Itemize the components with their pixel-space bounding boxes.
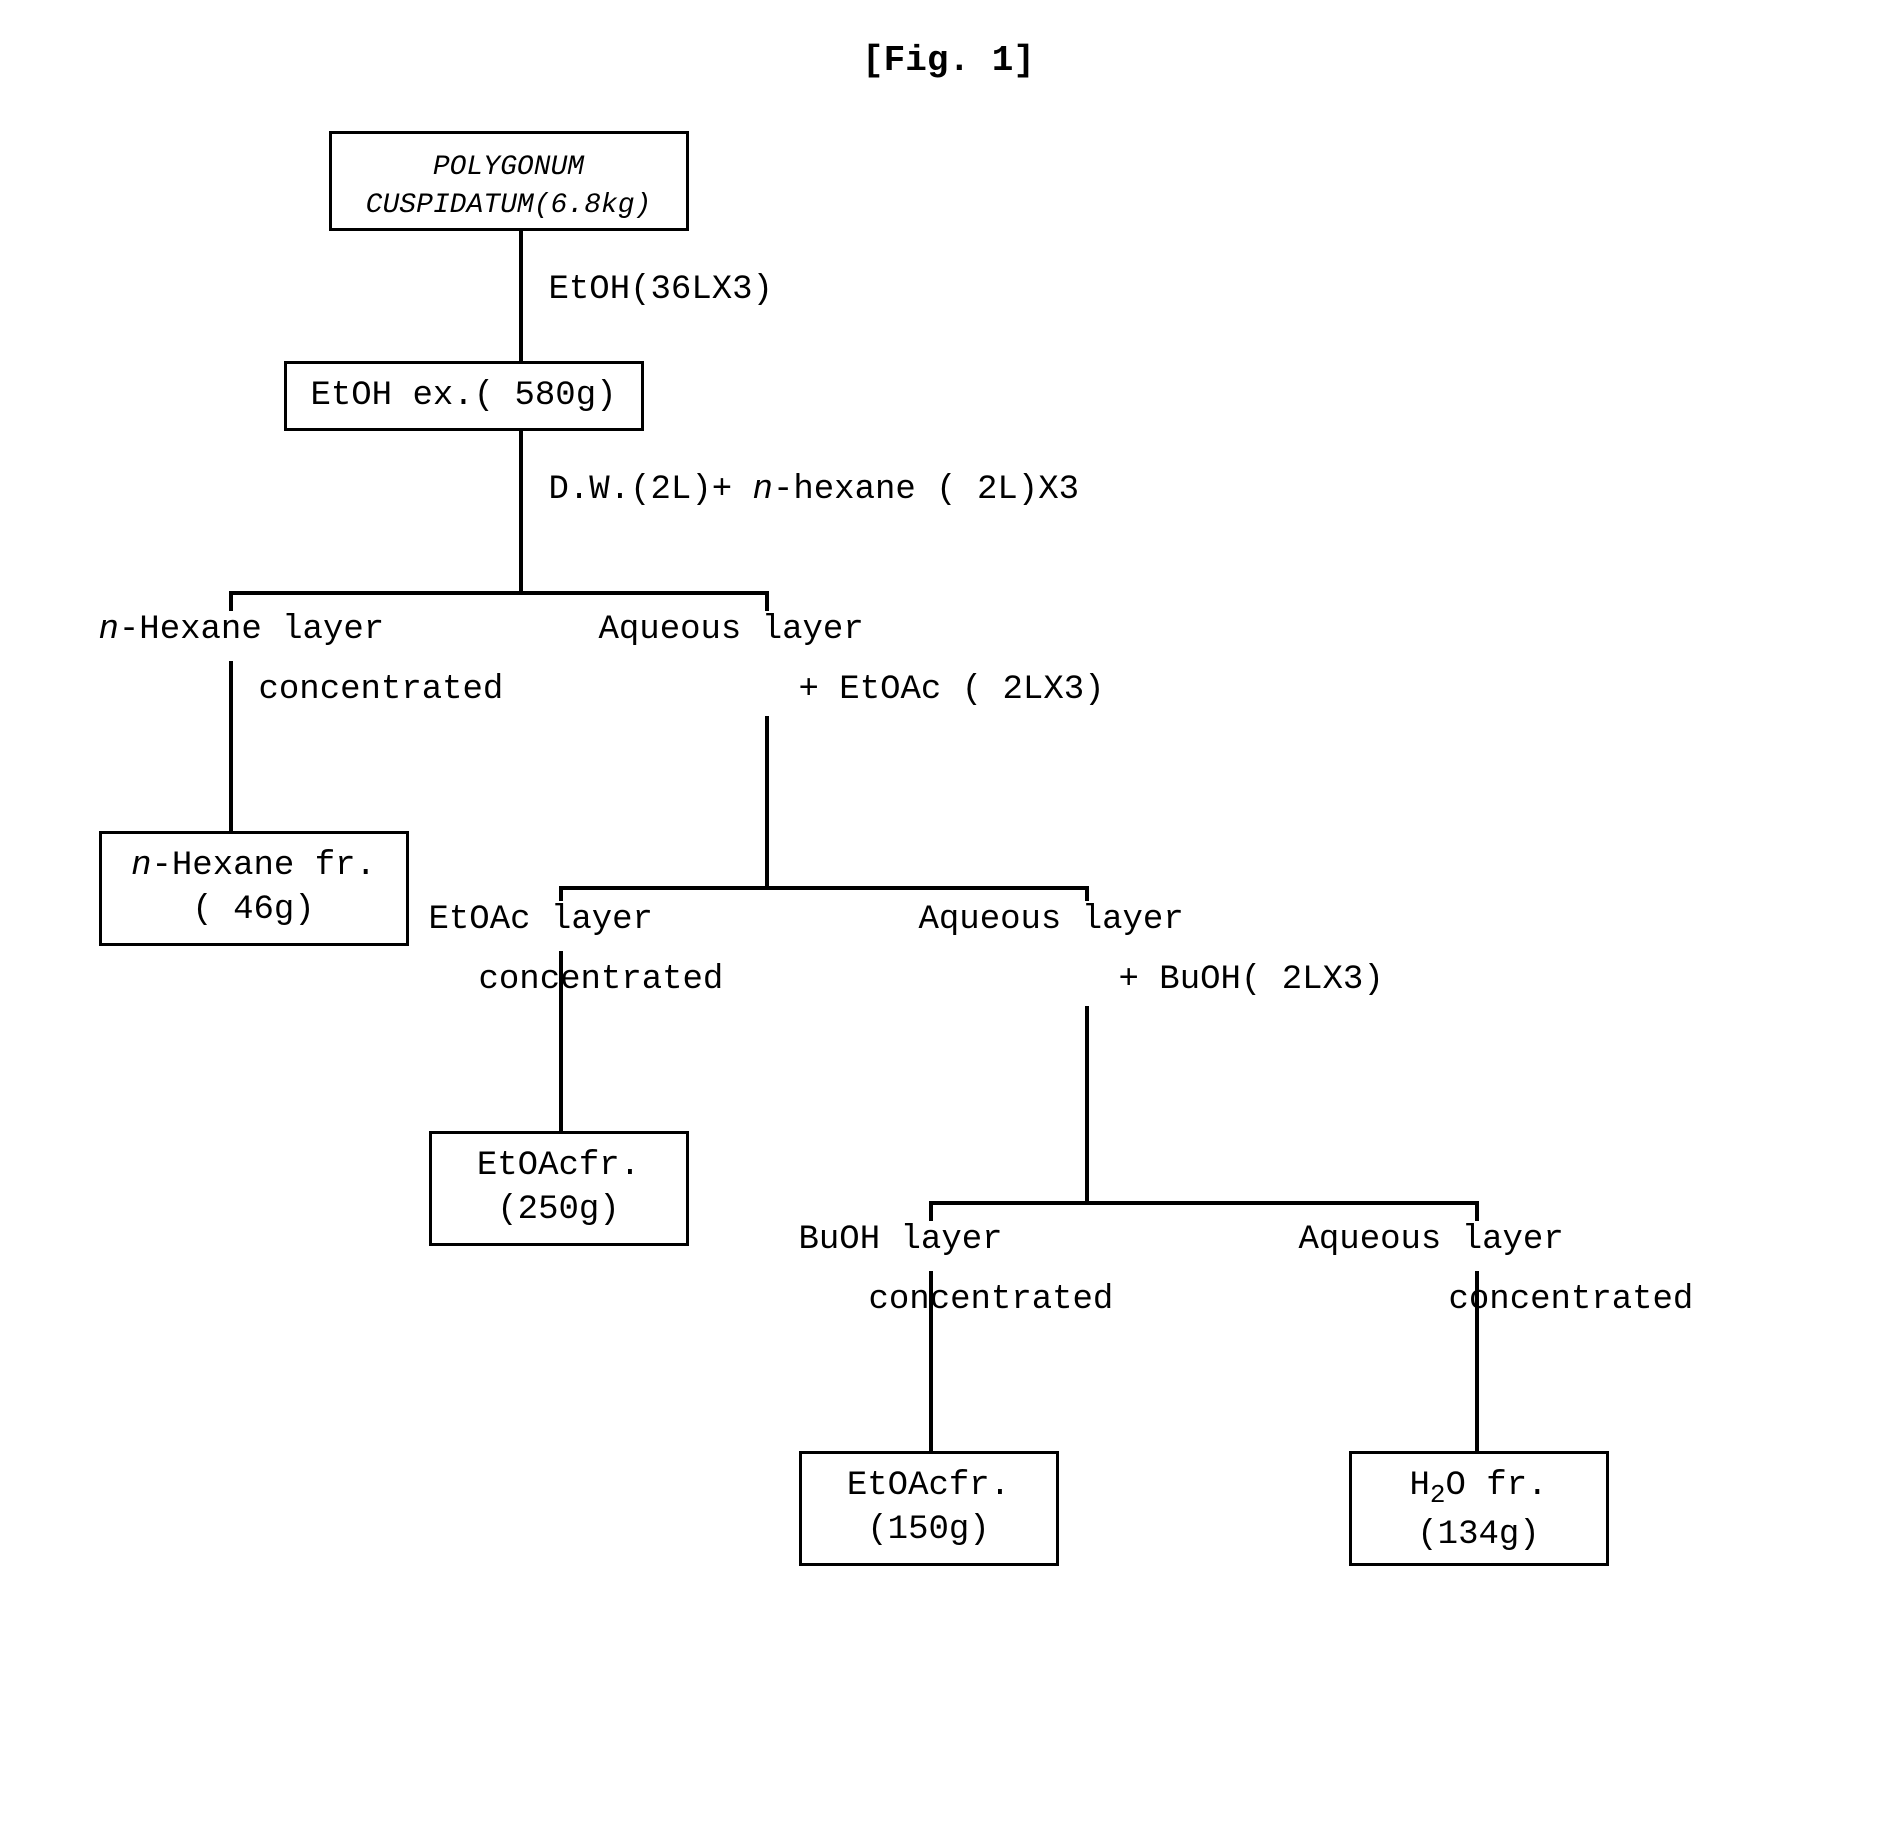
node-start-line2: CUSPIDATUM(6.8kg) xyxy=(347,188,671,224)
connector xyxy=(765,716,769,886)
node-buoh-fr-line2: (150g) xyxy=(817,1508,1041,1552)
connector xyxy=(929,1201,1479,1205)
label-etoac-conc: concentrated xyxy=(479,961,724,999)
label-buoh-conc: concentrated xyxy=(869,1281,1114,1319)
connector xyxy=(519,231,523,361)
label-hexane-layer: n-Hexane layer xyxy=(99,611,385,649)
node-etoh-ex-text: EtOH ex.( 580g) xyxy=(310,377,616,415)
connector xyxy=(1085,886,1089,901)
label-aqueous1: Aqueous layer xyxy=(599,611,864,649)
connector xyxy=(559,886,1089,890)
node-buoh-fr-line1: EtOAcfr. xyxy=(847,1467,1010,1505)
connector xyxy=(519,431,523,591)
label-aqueous2: Aqueous layer xyxy=(919,901,1184,939)
node-hexane-fr: n-Hexane fr. ( 46g) xyxy=(99,831,409,946)
node-etoh-ex: EtOH ex.( 580g) xyxy=(284,361,644,431)
node-h2o-fr-line1: H2O fr. xyxy=(1409,1467,1547,1505)
connector xyxy=(929,1201,933,1221)
node-etoac-fr-line2: (250g) xyxy=(447,1188,671,1232)
node-etoac-fr: EtOAcfr. (250g) xyxy=(429,1131,689,1246)
node-buoh-fr: EtOAcfr. (150g) xyxy=(799,1451,1059,1566)
label-etoh-step: EtOH(36LX3) xyxy=(549,271,773,309)
node-etoac-fr-line1: EtOAcfr. xyxy=(477,1147,640,1185)
connector xyxy=(765,591,769,611)
connector xyxy=(559,886,563,901)
connector xyxy=(229,661,233,831)
node-h2o-fr-line2: (134g) xyxy=(1367,1513,1591,1557)
label-aqueous3-conc: concentrated xyxy=(1449,1281,1694,1319)
node-hexane-fr-line2: ( 46g) xyxy=(117,888,391,932)
node-h2o-fr: H2O fr. (134g) xyxy=(1349,1451,1609,1566)
label-etoac-layer: EtOAc layer xyxy=(429,901,653,939)
connector xyxy=(1085,1006,1089,1201)
label-aqueous3: Aqueous layer xyxy=(1299,1221,1564,1259)
node-start-line1: POLYGONUM xyxy=(433,152,584,183)
label-hexane-conc: concentrated xyxy=(259,671,504,709)
label-plus-buoh: + BuOH( 2LX3) xyxy=(1119,961,1384,999)
flowchart-diagram: POLYGONUM CUSPIDATUM(6.8kg) EtOH ex.( 58… xyxy=(99,131,1799,1731)
node-hexane-fr-line1: n-Hexane fr. xyxy=(131,847,376,885)
label-buoh-layer: BuOH layer xyxy=(799,1221,1003,1259)
node-start: POLYGONUM CUSPIDATUM(6.8kg) xyxy=(329,131,689,231)
connector xyxy=(1475,1201,1479,1221)
connector xyxy=(229,591,769,595)
connector xyxy=(229,591,233,611)
label-dw-hexane: D.W.(2L)+ n-hexane ( 2L)X3 xyxy=(549,471,1080,509)
figure-title: [Fig. 1] xyxy=(40,40,1857,81)
label-plus-etoac: + EtOAc ( 2LX3) xyxy=(799,671,1105,709)
